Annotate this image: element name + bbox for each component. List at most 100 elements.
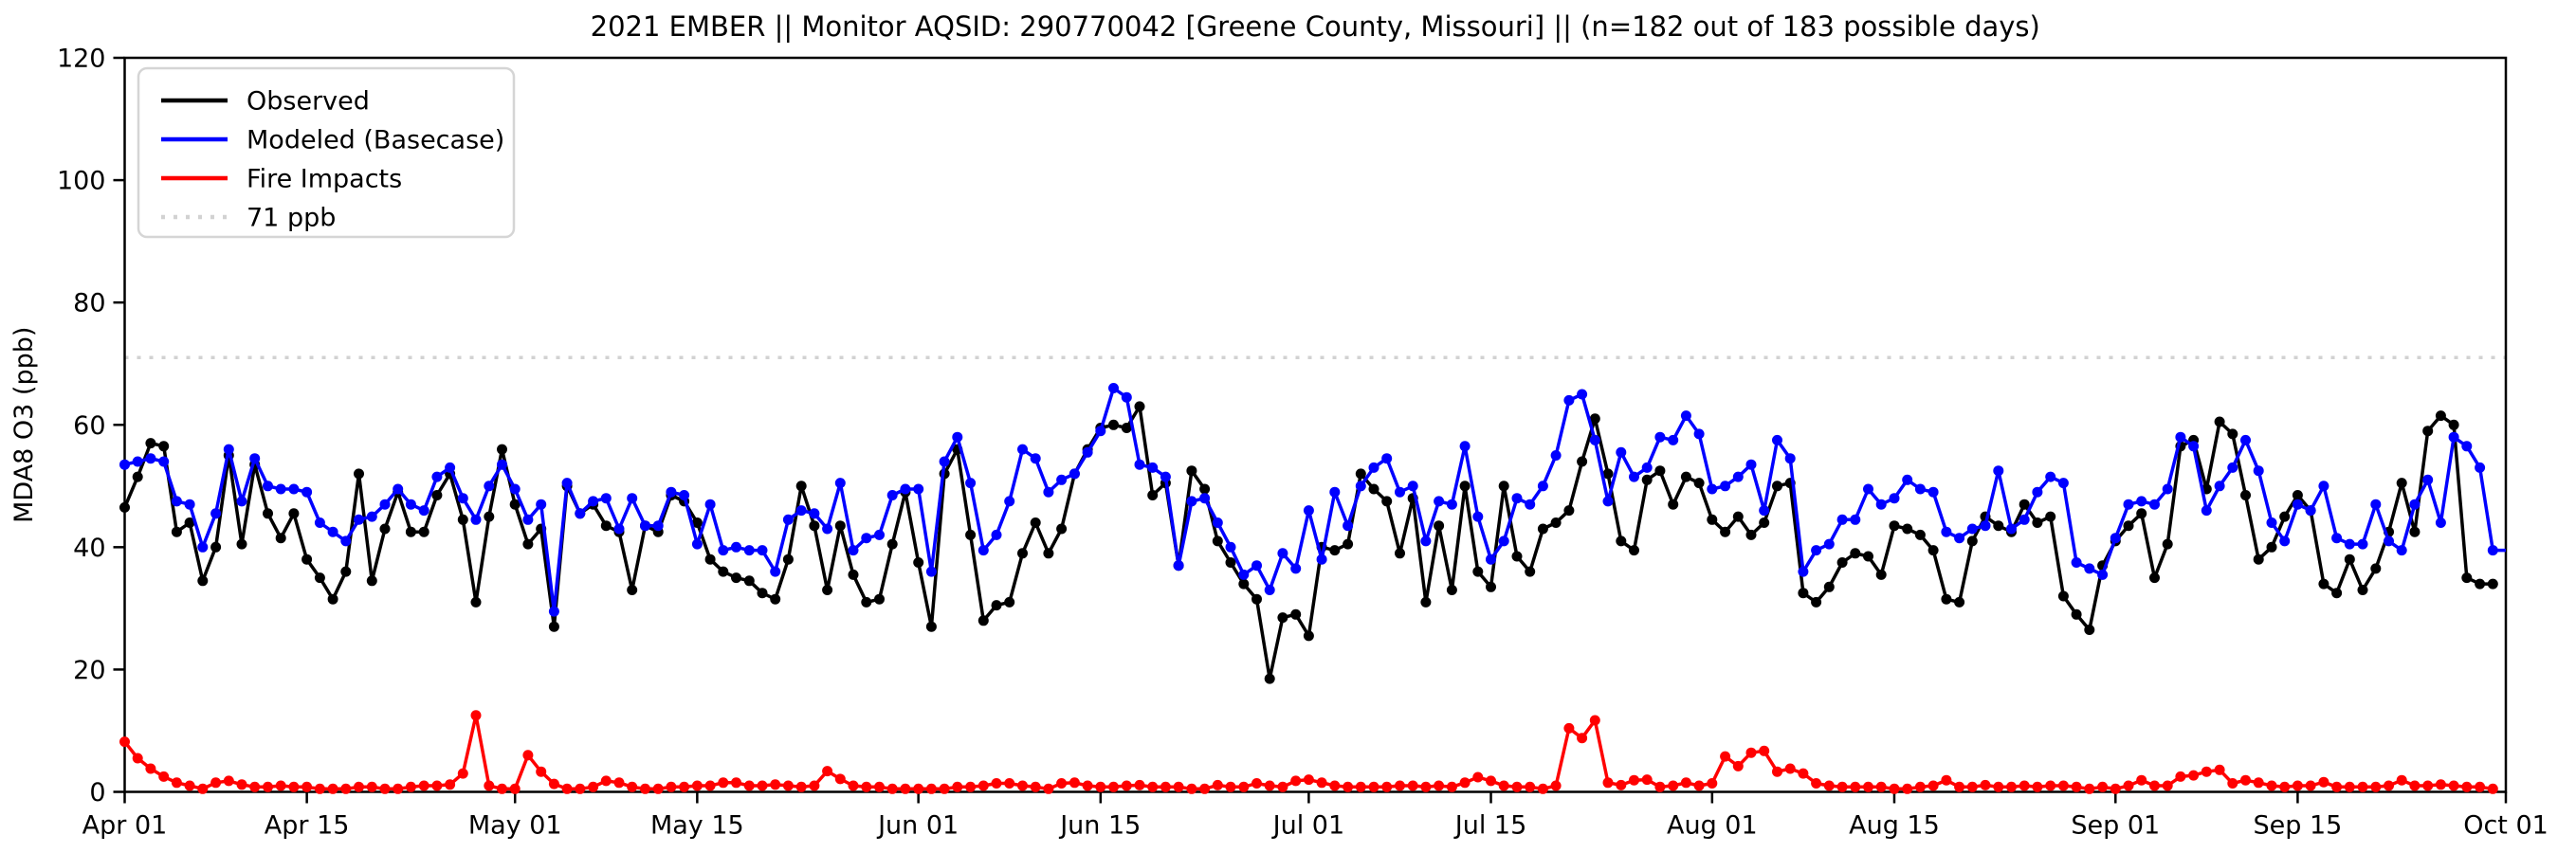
fire-impacts-point — [1069, 777, 1080, 789]
modeled-basecase-point — [652, 520, 664, 532]
observed-point — [2227, 428, 2238, 440]
modeled-basecase-point — [1251, 560, 1262, 572]
modeled-basecase-point — [1238, 569, 1250, 580]
observed-point — [861, 596, 872, 608]
observed-point — [977, 615, 989, 626]
modeled-basecase-point — [1863, 483, 1873, 495]
observed-point — [1668, 499, 1679, 510]
fire-impacts-point — [1395, 780, 1405, 791]
fire-impacts-point — [2266, 780, 2277, 791]
fire-impacts-point — [1550, 780, 1562, 791]
fire-impacts-point — [1277, 781, 1288, 792]
fire-impacts-point — [1434, 780, 1445, 791]
fire-impacts-point — [1498, 780, 1509, 791]
fire-impacts-point — [2240, 774, 2251, 786]
observed-point — [158, 441, 170, 452]
observed-point — [470, 596, 482, 608]
modeled-basecase-point — [2032, 486, 2043, 498]
fire-impacts-point — [1486, 775, 1496, 787]
fire-impacts-point — [2305, 780, 2316, 791]
fire-impacts-point — [145, 763, 156, 774]
fire-impacts-point — [158, 771, 170, 782]
fire-impacts-point — [393, 783, 404, 794]
fire-impacts-point — [731, 777, 741, 789]
fire-impacts-point — [2097, 781, 2109, 792]
fire-impacts-point — [1199, 783, 1211, 794]
observed-point — [2370, 563, 2382, 574]
observed-point — [718, 566, 729, 577]
fire-impacts-point — [2188, 770, 2200, 781]
fire-impacts-point — [132, 753, 143, 764]
observed-point — [314, 572, 325, 584]
legend-label: Fire Impacts — [247, 165, 402, 194]
modeled-basecase-point — [834, 478, 846, 489]
fire-impacts-point — [1980, 779, 1991, 790]
modeled-basecase-point — [1225, 541, 1236, 553]
modeled-basecase-point — [1186, 496, 1197, 507]
fire-impacts-point — [939, 783, 950, 794]
observed-point — [600, 520, 612, 532]
observed-point — [1875, 569, 1887, 580]
observed-point — [2214, 416, 2225, 427]
modeled-basecase-point — [445, 462, 456, 473]
modeled-basecase-point — [263, 481, 273, 492]
modeled-basecase-point — [679, 490, 690, 500]
observed-point — [809, 520, 820, 532]
modeled-basecase-point — [470, 514, 482, 525]
modeled-basecase-point — [1941, 526, 1952, 537]
fire-impacts-point — [900, 783, 911, 794]
modeled-basecase-point — [1875, 499, 1887, 510]
fire-impacts-point — [1108, 781, 1119, 792]
modeled-basecase-point — [1720, 481, 1731, 492]
x-tick-label: Aug 01 — [1667, 811, 1758, 841]
observed-point — [1446, 585, 1457, 595]
modeled-basecase-point — [613, 523, 625, 535]
observed-point — [1030, 517, 1041, 528]
modeled-basecase-point — [2149, 499, 2160, 510]
fire-impacts-point — [379, 783, 391, 794]
modeled-basecase-point — [548, 606, 559, 617]
modeled-basecase-point — [1498, 535, 1509, 547]
fire-impacts-point — [548, 778, 559, 789]
y-axis-label: MDA8 O3 (ppb) — [9, 327, 39, 523]
observed-point — [1889, 520, 1900, 532]
modeled-basecase-point — [1577, 389, 1588, 400]
fire-impacts-point — [1004, 778, 1015, 789]
fire-impacts-point — [484, 780, 495, 791]
modeled-basecase-point — [2370, 499, 2382, 510]
modeled-basecase-point — [1355, 481, 1366, 492]
fire-impacts-point — [991, 778, 1002, 789]
modeled-basecase-point — [1629, 471, 1639, 482]
modeled-basecase-point — [1707, 483, 1718, 495]
modeled-basecase-point — [1446, 499, 1457, 510]
modeled-basecase-point — [2331, 533, 2343, 544]
observed-point — [1264, 673, 1275, 684]
fire-impacts-point — [1629, 774, 1639, 786]
observed-point — [354, 468, 364, 480]
observed-point — [1641, 474, 1653, 485]
observed-point — [1251, 593, 1262, 605]
fire-impacts-point — [1212, 779, 1223, 790]
fire-impacts-point — [652, 783, 664, 794]
fire-impacts-point — [834, 773, 846, 785]
observed-point — [184, 517, 195, 528]
modeled-basecase-point — [536, 499, 547, 510]
modeled-basecase-point — [874, 529, 885, 540]
modeled-basecase-point — [600, 493, 612, 504]
modeled-basecase-point — [431, 471, 443, 482]
observed-point — [1459, 481, 1471, 492]
observed-point — [874, 593, 885, 605]
fire-impacts-point — [1772, 766, 1782, 777]
observed-point — [2071, 608, 2082, 620]
modeled-basecase-point — [1589, 434, 1600, 445]
modeled-basecase-point — [1056, 474, 1068, 485]
observed-point — [1525, 566, 1536, 577]
fire-impacts-point — [809, 780, 820, 791]
fire-impacts-point — [2149, 780, 2160, 791]
fire-impacts-point — [886, 783, 898, 794]
fire-impacts-point — [1043, 783, 1054, 794]
observed-point — [1927, 545, 1939, 556]
modeled-basecase-point — [627, 493, 638, 504]
fire-impacts-point — [249, 781, 261, 792]
observed-point — [1199, 483, 1211, 495]
